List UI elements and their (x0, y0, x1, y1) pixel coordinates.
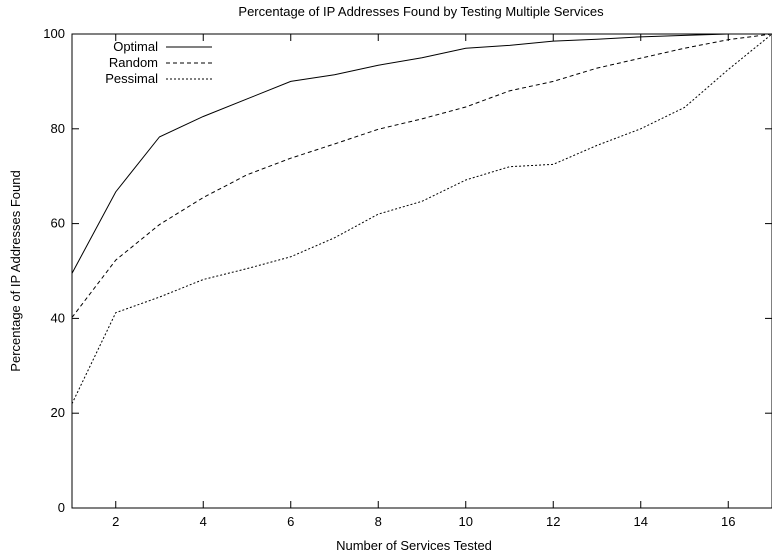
x-tick-label: 12 (546, 514, 560, 529)
series-line-random (71, 33, 772, 318)
x-axis-label: Number of Services Tested (336, 538, 492, 553)
y-tick-label: 100 (43, 26, 65, 41)
x-tick-label: 8 (375, 514, 382, 529)
x-tick-label: 16 (721, 514, 735, 529)
x-tick-label: 14 (634, 514, 648, 529)
legend-label-pessimal: Pessimal (105, 71, 158, 86)
y-tick-label: 40 (51, 310, 65, 325)
x-tick-label: 4 (200, 514, 207, 529)
x-tick-label: 6 (287, 514, 294, 529)
chart-title: Percentage of IP Addresses Found by Test… (238, 4, 604, 19)
x-tick-label: 10 (459, 514, 473, 529)
y-tick-label: 60 (51, 216, 65, 231)
x-axis-ticks: 2 4 6 8 10 12 14 16 (112, 34, 735, 529)
y-axis-label: Percentage of IP Addresses Found (8, 170, 23, 371)
x-tick-label: 2 (112, 514, 119, 529)
series-lines (71, 33, 772, 404)
legend-label-optimal: Optimal (113, 39, 158, 54)
series-line-pessimal (71, 33, 772, 404)
y-tick-label: 20 (51, 405, 65, 420)
y-tick-label: 0 (58, 500, 65, 515)
series-line-optimal (71, 33, 772, 274)
y-axis-ticks: 0 20 40 60 80 100 (43, 26, 772, 515)
legend-label-random: Random (109, 55, 158, 70)
plot-frame (71, 33, 772, 509)
y-tick-label: 80 (51, 121, 65, 136)
